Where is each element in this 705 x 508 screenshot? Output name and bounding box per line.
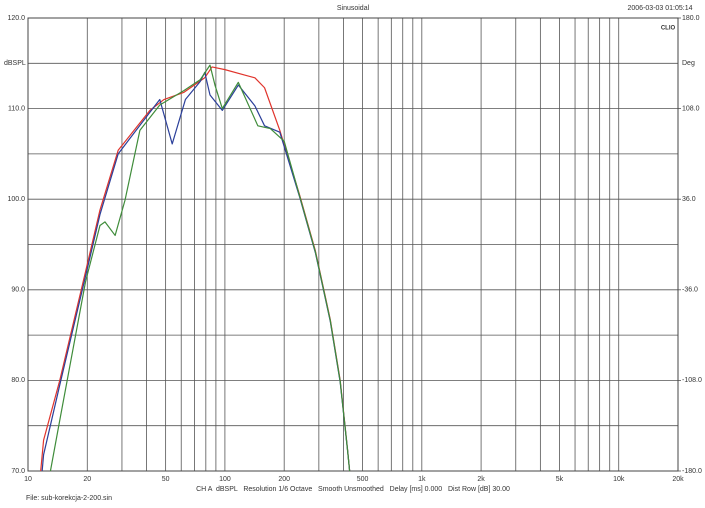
y-tick-label: 100.0	[7, 196, 25, 203]
series-line	[49, 64, 351, 472]
x-tick-label: 5k	[556, 476, 564, 483]
y-tick-label: 90.0	[11, 287, 25, 294]
x-tick-label: 50	[162, 476, 170, 483]
x-tick-label: 10	[24, 476, 32, 483]
plot-frame	[27, 17, 679, 472]
x-tick-label: 20	[83, 476, 91, 483]
x-tick-label: 1k	[418, 476, 426, 483]
y-tick-label: 70.0	[11, 468, 25, 475]
y-tick-label: 120.0	[7, 15, 25, 22]
y2-tick-label: 180.0	[682, 15, 700, 22]
timestamp: 2006-03-03 01:05:14	[628, 5, 693, 12]
info-line: CH A dBSPL Resolution 1/6 Octave Smooth …	[196, 486, 510, 493]
logo: CLIO	[661, 26, 676, 32]
file-name: File: sub-korekcja-2-200.sin	[26, 495, 112, 502]
x-tick-label: 200	[278, 476, 290, 483]
y2-tick-label: -36.0	[682, 287, 698, 294]
y2-tick-label: 36.0	[682, 196, 696, 203]
y-axis-label: dBSPL	[4, 60, 26, 67]
y2-tick-label: 108.0	[682, 105, 700, 112]
y2-axis-label: Deg	[682, 60, 695, 67]
x-tick-label: 10k	[613, 476, 625, 483]
x-tick-label: 2k	[477, 476, 485, 483]
y2-tick-label: -108.0	[682, 377, 702, 384]
x-tick-label: 100	[219, 476, 231, 483]
y2-tick-label: -180.0	[682, 468, 702, 475]
y-tick-label: 80.0	[11, 377, 25, 384]
x-tick-label: 500	[357, 476, 369, 483]
y-tick-label: 110.0	[8, 105, 25, 112]
x-tick-label: 20k	[672, 476, 684, 483]
chart-title: Sinusoidal	[337, 5, 370, 12]
